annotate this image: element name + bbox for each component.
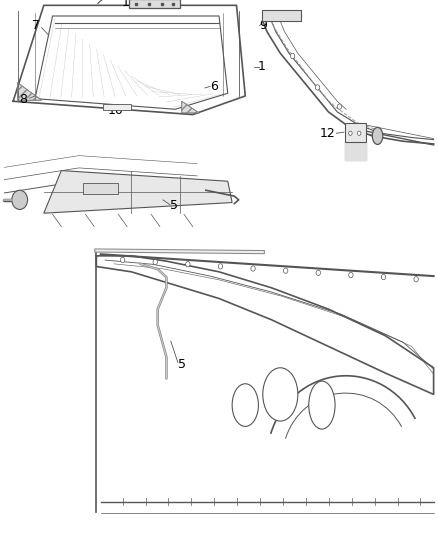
Circle shape	[251, 266, 255, 271]
Circle shape	[186, 262, 190, 267]
FancyBboxPatch shape	[345, 123, 366, 142]
Polygon shape	[44, 171, 232, 213]
Circle shape	[349, 131, 352, 135]
Circle shape	[218, 264, 223, 269]
Text: 7: 7	[32, 19, 40, 31]
Circle shape	[349, 272, 353, 278]
Circle shape	[337, 104, 342, 109]
Circle shape	[414, 277, 418, 282]
Circle shape	[357, 131, 361, 135]
Circle shape	[12, 190, 28, 209]
Text: 11: 11	[121, 0, 137, 9]
Circle shape	[290, 53, 295, 59]
Circle shape	[316, 270, 321, 276]
Text: 1: 1	[258, 60, 265, 73]
FancyBboxPatch shape	[129, 0, 180, 8]
FancyBboxPatch shape	[262, 10, 301, 21]
FancyBboxPatch shape	[103, 104, 131, 110]
Text: 6: 6	[210, 80, 218, 93]
Polygon shape	[18, 83, 42, 100]
Ellipse shape	[232, 384, 258, 426]
Ellipse shape	[309, 381, 335, 429]
Circle shape	[153, 260, 157, 265]
Text: 8: 8	[19, 93, 27, 106]
Circle shape	[381, 274, 386, 280]
FancyBboxPatch shape	[83, 183, 118, 194]
Text: 9: 9	[259, 19, 267, 32]
Text: 12: 12	[320, 127, 336, 140]
Ellipse shape	[372, 127, 383, 144]
Text: 13: 13	[348, 127, 364, 140]
Ellipse shape	[263, 368, 298, 421]
Text: 10: 10	[108, 104, 124, 117]
Circle shape	[315, 85, 320, 90]
Text: 5: 5	[170, 199, 178, 212]
Text: 5: 5	[178, 358, 186, 371]
Circle shape	[283, 268, 288, 273]
Circle shape	[120, 257, 125, 263]
Polygon shape	[182, 101, 199, 113]
